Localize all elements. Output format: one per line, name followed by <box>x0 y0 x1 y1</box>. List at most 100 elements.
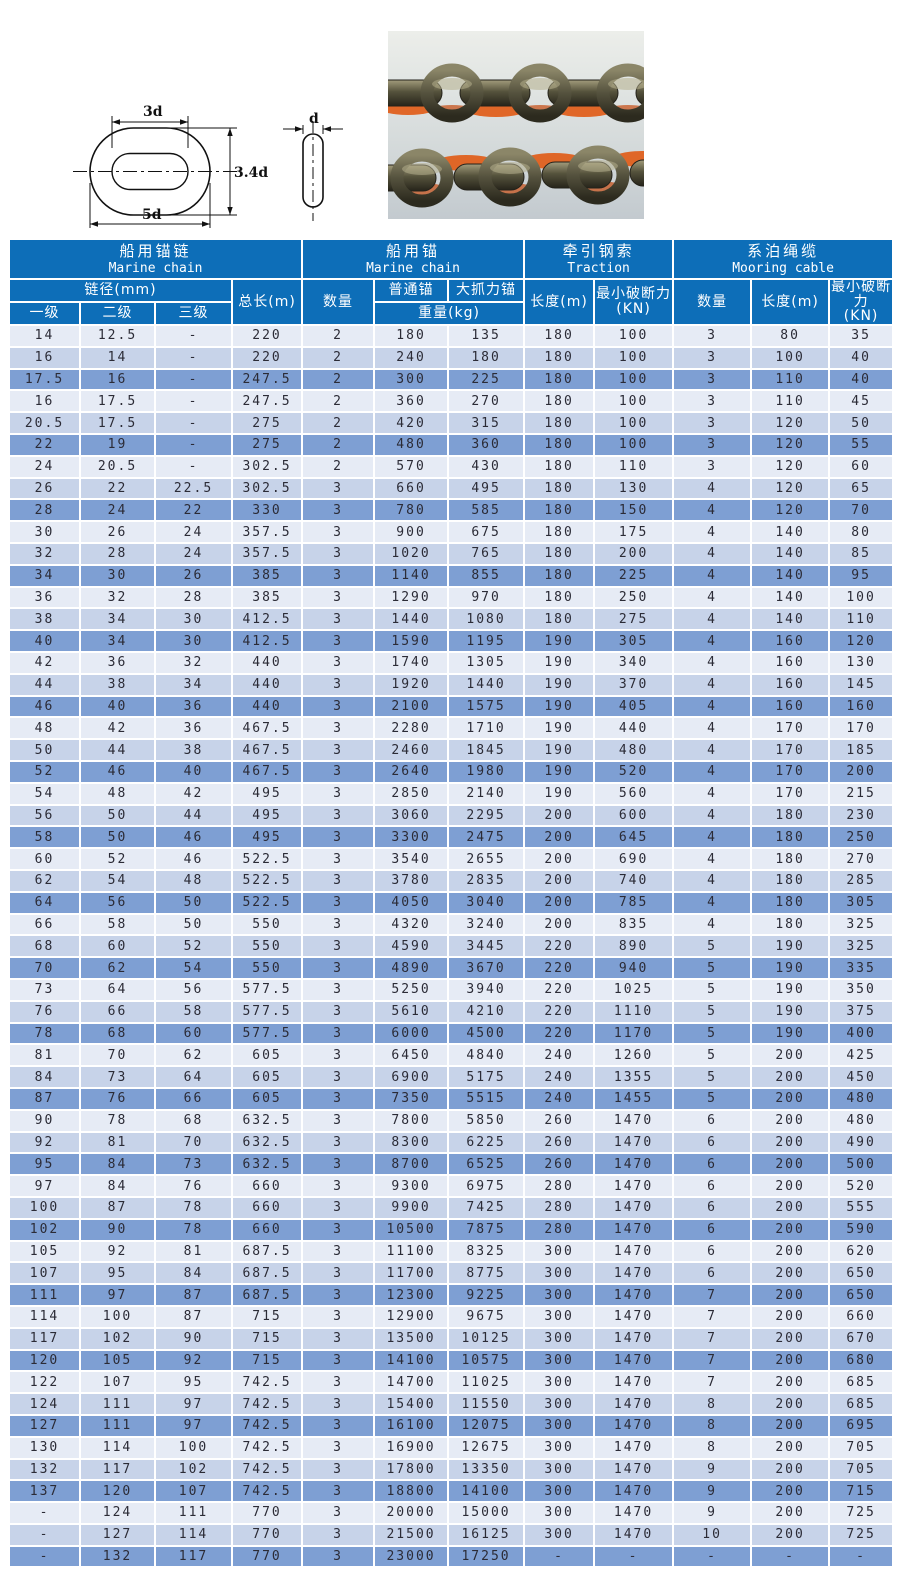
table-cell: 5250 <box>373 977 450 1002</box>
table-cell: 3 <box>301 629 376 654</box>
table-cell: 7 <box>672 1283 753 1307</box>
table-cell: 66 <box>154 1086 233 1111</box>
table-cell: 5515 <box>447 1086 526 1111</box>
table-cell: 315 <box>447 411 526 436</box>
table-cell: 300 <box>523 1239 596 1264</box>
table-cell: 17800 <box>373 1457 450 1482</box>
table-cell: 9 <box>672 1479 753 1504</box>
table-cell: 577.5 <box>230 999 304 1024</box>
table-cell: 1470 <box>593 1261 675 1286</box>
table-cell: 3 <box>301 912 376 937</box>
table-cell: 6450 <box>373 1043 450 1068</box>
table-cell: 577.5 <box>230 977 304 1002</box>
table-row: 90 78 68 632.5 3 7800 5850 260 1470 6 200 480 <box>8 1108 895 1133</box>
table-cell: 64 <box>154 1065 233 1089</box>
table-cell: 4 <box>672 520 753 545</box>
table-cell: 4 <box>672 847 753 871</box>
table-cell: 107 <box>8 1261 81 1286</box>
table-cell: 200 <box>750 1217 831 1242</box>
group-mooring-cable: 系泊绳缆 Mooring cable <box>672 238 895 280</box>
table-cell: 5 <box>672 956 753 980</box>
table-cell: 46 <box>154 825 233 850</box>
table-cell: 120 <box>750 498 831 523</box>
table-cell: 114 <box>154 1522 233 1547</box>
table-cell: 200 <box>523 803 596 828</box>
table-cell: 2 <box>301 367 376 392</box>
table-cell: 76 <box>8 999 81 1024</box>
table-cell: - <box>154 454 233 479</box>
table-cell: 8300 <box>373 1130 450 1155</box>
table-cell: 200 <box>523 847 596 871</box>
table-cell: 22 <box>154 498 233 523</box>
table-cell: 95 <box>154 1370 233 1395</box>
header-grade1: 一级 <box>8 301 81 327</box>
table-cell: 58 <box>154 999 233 1024</box>
table-cell: 107 <box>154 1479 233 1504</box>
table-cell: 16 <box>8 345 81 370</box>
table-cell: 6 <box>672 1261 753 1286</box>
table-cell: 660 <box>230 1174 304 1198</box>
table-cell: 5 <box>672 934 753 959</box>
table-cell: 6900 <box>373 1065 450 1089</box>
table-cell: 7 <box>672 1348 753 1373</box>
table-cell: 280 <box>523 1174 596 1198</box>
table-cell: 90 <box>79 1217 156 1242</box>
table-cell: 300 <box>523 1457 596 1482</box>
table-cell: 56 <box>79 890 156 915</box>
table-cell: 26 <box>154 563 233 588</box>
table-row: 26 22 22.5 302.5 3 660 495 180 130 4 120 65 <box>8 476 895 501</box>
table-cell: 26 <box>79 520 156 545</box>
table-cell: 17.5 <box>8 367 81 392</box>
table-row: 81 70 62 605 3 6450 4840 240 1260 5 200 425 <box>8 1043 895 1068</box>
table-cell: 6 <box>672 1174 753 1198</box>
table-row: 34 30 26 385 3 1140 855 180 225 4 140 95 <box>8 563 895 588</box>
table-row: 38 34 30 412.5 3 1440 1080 180 275 4 140 110 <box>8 607 895 632</box>
table-cell: 70 <box>79 1043 156 1068</box>
table-cell: 6 <box>672 1239 753 1264</box>
table-cell: 4 <box>672 738 753 762</box>
table-cell: 220 <box>523 977 596 1002</box>
table-cell: 4890 <box>373 956 450 980</box>
table-cell: 1470 <box>593 1413 675 1438</box>
header-mooring-qty: 数量 <box>672 277 753 327</box>
table-cell: 117 <box>154 1544 233 1569</box>
table-cell: 30 <box>154 629 233 654</box>
table-cell: 180 <box>523 367 596 392</box>
table-cell: 10500 <box>373 1217 450 1242</box>
table-cell: 38 <box>154 738 233 762</box>
table-cell: - <box>154 324 233 348</box>
table-row: 87 76 66 605 3 7350 5515 240 1455 5 200 480 <box>8 1086 895 1111</box>
table-row: 64 56 50 522.5 3 4050 3040 200 785 4 180 305 <box>8 890 895 915</box>
table-cell: 24 <box>154 520 233 545</box>
table-cell: 180 <box>523 476 596 501</box>
table-cell: 130 <box>8 1435 81 1460</box>
table-cell: 36 <box>154 694 233 719</box>
table-cell: 102 <box>8 1217 81 1242</box>
table-cell: 190 <box>523 694 596 719</box>
table-cell: 3780 <box>373 868 450 893</box>
table-cell: 4320 <box>373 912 450 937</box>
table-cell: 6525 <box>447 1152 526 1177</box>
table-cell: 127 <box>8 1413 81 1438</box>
table-cell: 65 <box>828 476 895 501</box>
table-cell: 3 <box>672 367 753 392</box>
table-cell: 100 <box>828 585 895 610</box>
table-cell: 4 <box>672 868 753 893</box>
table-cell: 17250 <box>447 1544 526 1569</box>
table-cell: 130 <box>593 476 675 501</box>
table-cell: 80 <box>750 324 831 348</box>
table-cell: 5175 <box>447 1065 526 1089</box>
table-cell: 20000 <box>373 1501 450 1525</box>
table-cell: 12675 <box>447 1435 526 1460</box>
table-cell: 1470 <box>593 1130 675 1155</box>
table-row: 42 36 32 440 3 1740 1305 190 340 4 160 130 <box>8 651 895 675</box>
table-cell: 742.5 <box>230 1413 304 1438</box>
table-cell: 8700 <box>373 1152 450 1177</box>
table-row: 114 100 87 715 3 12900 9675 300 1470 7 200 660 <box>8 1304 895 1329</box>
table-cell: 170 <box>750 760 831 784</box>
table-cell: 46 <box>79 760 156 784</box>
table-cell: 3 <box>301 585 376 610</box>
table-cell: 46 <box>154 847 233 871</box>
table-row: 50 44 38 467.5 3 2460 1845 190 480 4 170 185 <box>8 738 895 762</box>
group-traction-en: Traction <box>567 260 630 276</box>
